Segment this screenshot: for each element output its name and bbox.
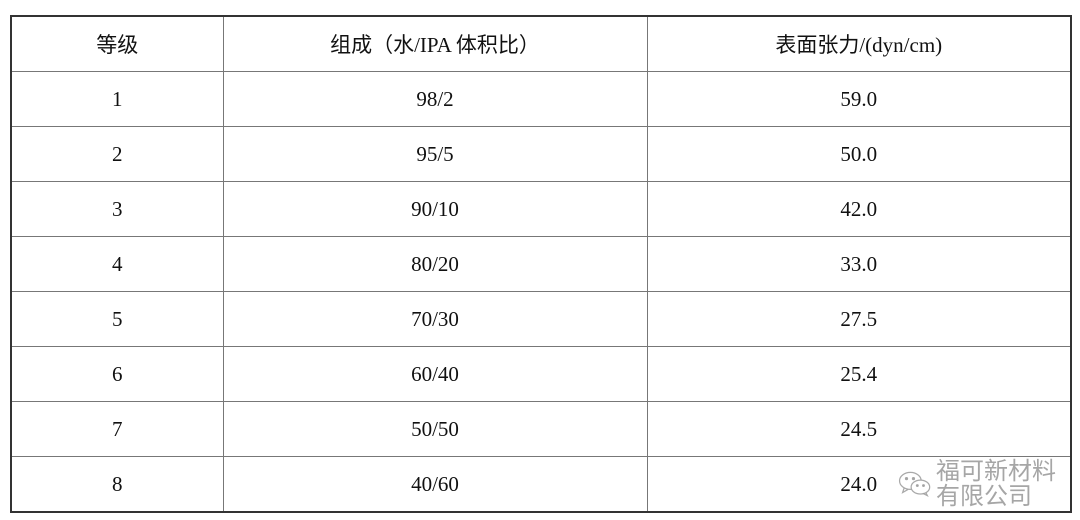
header-row: 等级 组成（水/IPA 体积比） 表面张力/(dyn/cm) <box>10 15 1072 72</box>
cell-composition: 90/10 <box>222 181 648 237</box>
cell-grade: 1 <box>10 71 224 127</box>
table-row: 8 40/60 24.0 <box>10 456 1072 513</box>
cell-surface-tension: 27.5 <box>646 291 1072 347</box>
cell-composition: 95/5 <box>222 126 648 182</box>
table-row: 6 60/40 25.4 <box>10 346 1072 402</box>
surface-tension-table: 等级 组成（水/IPA 体积比） 表面张力/(dyn/cm) 1 98/2 59.0… <box>10 15 1072 513</box>
watermark-text: 福可新材料有限公司 <box>936 457 1056 510</box>
table-row: 5 70/30 27.5 <box>10 291 1072 347</box>
cell-grade: 4 <box>10 236 224 292</box>
cell-composition: 50/50 <box>222 401 648 457</box>
cell-surface-tension: 25.4 <box>646 346 1072 402</box>
table-row: 1 98/2 59.0 <box>10 71 1072 127</box>
header-grade: 等级 <box>10 15 224 72</box>
table-row: 4 80/20 33.0 <box>10 236 1072 292</box>
header-composition: 组成（水/IPA 体积比） <box>222 15 648 72</box>
cell-composition: 70/30 <box>222 291 648 347</box>
cell-composition: 98/2 <box>222 71 648 127</box>
header-surface-tension: 表面张力/(dyn/cm) <box>646 15 1072 72</box>
cell-surface-tension: 24.5 <box>646 401 1072 457</box>
cell-grade: 5 <box>10 291 224 347</box>
cell-grade: 7 <box>10 401 224 457</box>
wechat-icon <box>898 470 932 498</box>
table-row: 2 95/5 50.0 <box>10 126 1072 182</box>
cell-surface-tension: 59.0 <box>646 71 1072 127</box>
cell-grade: 6 <box>10 346 224 402</box>
cell-surface-tension: 50.0 <box>646 126 1072 182</box>
cell-grade: 8 <box>10 456 224 513</box>
cell-composition: 60/40 <box>222 346 648 402</box>
cell-surface-tension: 24.0 <box>646 456 1072 513</box>
cell-surface-tension: 42.0 <box>646 181 1072 237</box>
cell-composition: 80/20 <box>222 236 648 292</box>
cell-grade: 2 <box>10 126 224 182</box>
table-row: 7 50/50 24.5 <box>10 401 1072 457</box>
cell-composition: 40/60 <box>222 456 648 513</box>
watermark: 福可新材料有限公司 <box>898 458 1057 510</box>
table-row: 3 90/10 42.0 <box>10 181 1072 237</box>
cell-surface-tension: 33.0 <box>646 236 1072 292</box>
cell-grade: 3 <box>10 181 224 237</box>
